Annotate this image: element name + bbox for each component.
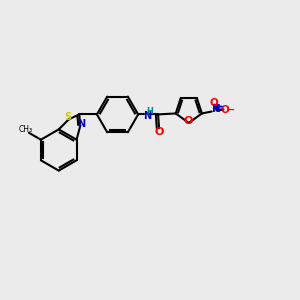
Text: −: − bbox=[226, 104, 235, 115]
Text: +: + bbox=[217, 103, 223, 109]
Text: S: S bbox=[64, 112, 71, 122]
Text: O: O bbox=[209, 98, 218, 108]
Text: O: O bbox=[220, 104, 229, 115]
Text: H: H bbox=[146, 107, 153, 116]
Text: O: O bbox=[183, 116, 193, 127]
Text: O: O bbox=[154, 127, 164, 136]
Text: CH₃: CH₃ bbox=[19, 125, 33, 134]
Text: N: N bbox=[143, 111, 151, 121]
Text: N: N bbox=[212, 103, 221, 113]
Text: N: N bbox=[77, 119, 85, 129]
